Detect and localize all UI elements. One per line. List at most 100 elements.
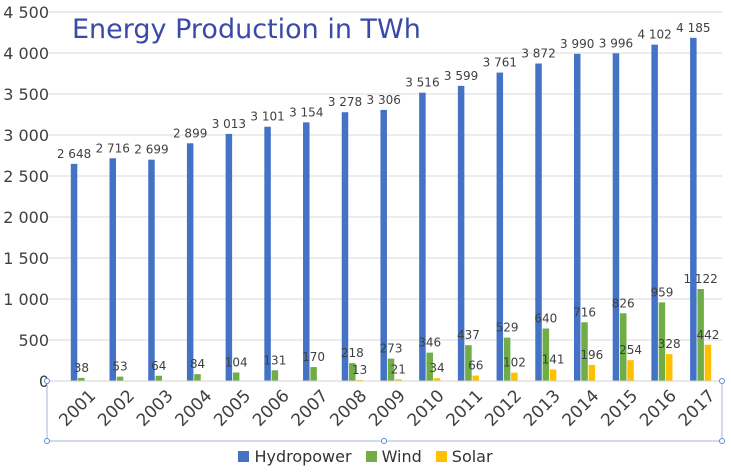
bar-solar-2011 (472, 375, 479, 381)
x-tick-label-2015: 2015 (597, 386, 642, 431)
legend-item-wind: Wind (365, 447, 422, 466)
bar-solar-2017 (704, 344, 712, 381)
data-label-hydropower-2008: 3 278 (328, 95, 362, 109)
bar-hydropower-2014 (573, 53, 581, 381)
x-tick-label-2008: 2008 (326, 386, 371, 431)
data-label-hydropower-2006: 3 101 (250, 110, 284, 124)
data-label-solar-2013: 141 (542, 352, 565, 366)
data-label-solar-2009: 21 (391, 362, 406, 376)
data-label-solar-2010: 34 (429, 361, 444, 375)
x-axis-ticks: 2001200220032004200520062007200820092010… (55, 386, 719, 431)
selection-handle-1 (719, 378, 725, 384)
x-tick-label-2004: 2004 (172, 386, 217, 431)
selection-handle-2 (44, 438, 50, 444)
bar-wind-2017 (697, 288, 704, 381)
bar-wind-2011 (465, 345, 472, 381)
y-tick-label-1000: 1 000 (3, 290, 49, 309)
y-tick-label-4500: 4 500 (3, 3, 49, 22)
bar-hydropower-2013 (535, 63, 542, 381)
x-tick-label-2010: 2010 (404, 386, 449, 431)
bar-solar-2014 (588, 364, 596, 381)
bar-hydropower-2011 (457, 85, 465, 381)
data-label-wind-2001: 38 (74, 361, 89, 375)
y-tick-label-2000: 2 000 (3, 208, 49, 227)
selection-handle-0 (44, 378, 50, 384)
data-label-solar-2008: 13 (352, 363, 367, 377)
legend-item-hydropower: Hydropower (238, 447, 352, 466)
bar-hydropower-2016 (651, 44, 658, 382)
y-tick-label-3500: 3 500 (3, 85, 49, 104)
bar-hydropower-2004 (186, 143, 194, 381)
y-tick-label-500: 500 (18, 331, 49, 350)
bar-solar-2008 (356, 379, 363, 381)
x-tick-label-2013: 2013 (520, 386, 565, 431)
y-tick-label-3000: 3 000 (3, 126, 49, 145)
data-label-wind-2016: 959 (650, 285, 673, 299)
bar-wind-2013 (542, 328, 550, 381)
selection-handle-4 (381, 438, 387, 444)
chart-title: Energy Production in TWh (72, 14, 421, 45)
legend-swatch-solar (435, 451, 447, 462)
data-label-wind-2004: 84 (190, 357, 205, 371)
y-axis-ticks: 0 500 1 000 1 500 2 000 2 500 3 000 3 500 4 000 4… (3, 3, 49, 391)
bar-wind-2004 (194, 374, 201, 381)
data-label-hydropower-2003: 2 699 (134, 143, 168, 157)
bar-wind-2010 (426, 352, 433, 381)
y-tick-label-4000: 4 000 (3, 44, 49, 63)
data-label-wind-2007: 170 (302, 350, 325, 364)
data-label-hydropower-2009: 3 306 (367, 93, 401, 107)
x-tick-label-2009: 2009 (365, 386, 410, 431)
data-label-hydropower-2015: 3 996 (599, 36, 633, 50)
bar-wind-2001 (78, 377, 85, 381)
bar-hydropower-2008 (341, 112, 349, 381)
bar-hydropower-2007 (303, 122, 310, 381)
bar-hydropower-2005 (225, 133, 233, 381)
data-label-hydropower-2013: 3 872 (521, 46, 555, 60)
bar-hydropower-2001 (70, 163, 78, 381)
data-label-wind-2002: 53 (112, 360, 127, 374)
data-label-hydropower-2016: 4 102 (637, 28, 671, 42)
legend-label-wind: Wind (381, 447, 422, 466)
bar-wind-2014 (581, 322, 588, 381)
x-tick-label-2003: 2003 (133, 386, 178, 431)
bar-hydropower-2015 (612, 53, 620, 381)
bar-solar-2009 (395, 379, 402, 381)
selection-handle-3 (719, 438, 725, 444)
data-label-hydropower-2017: 4 185 (676, 21, 710, 35)
x-tick-label-2002: 2002 (94, 386, 139, 431)
data-label-hydropower-2012: 3 761 (483, 56, 517, 70)
bar-solar-2013 (549, 369, 557, 381)
data-label-wind-2015: 826 (612, 296, 635, 310)
x-tick-label-2005: 2005 (210, 386, 255, 431)
data-label-hydropower-2002: 2 716 (96, 141, 130, 155)
bar-solar-2015 (627, 360, 634, 381)
y-tick-label-0: 0 (39, 372, 49, 391)
data-label-solar-2011: 66 (468, 359, 483, 373)
data-label-wind-2008: 218 (341, 346, 364, 360)
data-label-hydropower-2004: 2 899 (173, 126, 207, 140)
legend-label-solar: Solar (451, 447, 493, 466)
bar-hydropower-2002 (109, 158, 117, 381)
data-label-wind-2012: 529 (496, 321, 519, 335)
bar-wind-2007 (310, 367, 317, 381)
data-label-solar-2016: 328 (658, 337, 681, 351)
data-label-hydropower-2007: 3 154 (289, 105, 323, 119)
bar-solar-2010 (433, 378, 441, 381)
x-tick-label-2011: 2011 (443, 386, 488, 431)
bar-wind-2016 (658, 302, 666, 381)
legend-item-solar: Solar (435, 447, 493, 466)
bars (70, 37, 712, 382)
legend-swatch-hydropower (238, 451, 250, 462)
data-label-wind-2009: 273 (380, 342, 403, 356)
x-tick-label-2012: 2012 (481, 386, 526, 431)
data-label-wind-2005: 104 (225, 355, 248, 369)
x-tick-label-2007: 2007 (288, 386, 333, 431)
data-label-wind-2010: 346 (418, 336, 441, 350)
x-tick-label-2017: 2017 (675, 386, 720, 431)
data-label-solar-2014: 196 (580, 348, 603, 362)
data-label-wind-2003: 64 (151, 359, 166, 373)
x-tick-label-2014: 2014 (559, 386, 604, 431)
bar-wind-2015 (619, 313, 627, 381)
